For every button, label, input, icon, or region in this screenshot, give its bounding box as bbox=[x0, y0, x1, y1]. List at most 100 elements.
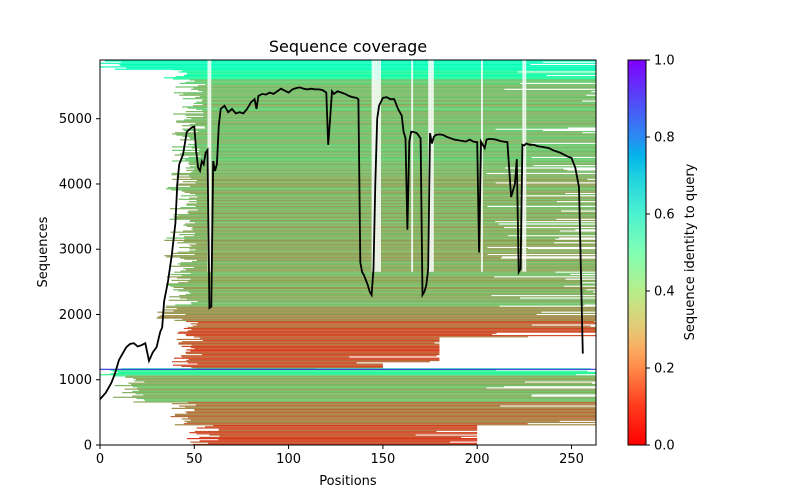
coverage-row bbox=[181, 365, 383, 367]
y-axis: 0 1000 2000 3000 4000 5000 bbox=[59, 112, 100, 454]
coverage-row bbox=[197, 300, 596, 303]
coverage-row bbox=[122, 392, 596, 394]
coverage-row bbox=[134, 380, 596, 382]
gap-column bbox=[209, 60, 212, 272]
coverage-row bbox=[184, 258, 596, 260]
coverage-row bbox=[174, 319, 596, 321]
coverage-row bbox=[187, 362, 357, 364]
coverage-row bbox=[178, 331, 596, 333]
coverage-row bbox=[183, 288, 596, 290]
coverage-row bbox=[202, 91, 592, 93]
coverage-row bbox=[190, 292, 596, 294]
coverage-row bbox=[170, 273, 571, 276]
coverage-row bbox=[167, 187, 596, 189]
coverage-row bbox=[192, 170, 596, 172]
coverage-row bbox=[178, 282, 581, 284]
x-axis: 0 50 100 150 200 250 bbox=[96, 445, 584, 467]
coverage-row bbox=[183, 423, 528, 425]
coverage-row bbox=[203, 115, 596, 117]
coverage-row bbox=[185, 114, 596, 116]
coverage-row bbox=[157, 311, 542, 313]
coverage-row bbox=[194, 253, 488, 256]
coverage-row bbox=[180, 207, 596, 209]
coverage-row bbox=[194, 222, 596, 224]
coverage-row bbox=[180, 355, 437, 357]
coverage-row bbox=[114, 385, 596, 387]
coverage-row bbox=[186, 73, 596, 75]
coverage-row bbox=[184, 238, 556, 240]
coverage-row bbox=[170, 285, 564, 287]
coverage-row bbox=[173, 216, 596, 218]
coverage-row bbox=[194, 336, 440, 338]
coverage-row bbox=[188, 212, 596, 214]
coverage-row bbox=[186, 269, 596, 271]
coverage-row bbox=[182, 341, 440, 343]
coverage-row bbox=[209, 434, 416, 436]
coverage-row bbox=[189, 221, 496, 223]
coverage-row bbox=[196, 259, 596, 261]
coverage-row bbox=[189, 244, 596, 246]
coverage-row bbox=[191, 88, 505, 90]
coverage-row bbox=[177, 332, 497, 334]
coverage-row bbox=[180, 139, 596, 141]
coverage-row bbox=[178, 290, 596, 292]
coverage-row bbox=[143, 394, 532, 396]
coverage-row bbox=[195, 249, 596, 251]
coverage-row bbox=[182, 318, 596, 320]
colorbar-ticks: 0.0 0.2 0.4 0.6 0.8 1.0 bbox=[646, 54, 675, 454]
coverage-row bbox=[186, 320, 595, 323]
coverage-row bbox=[184, 119, 596, 121]
coverage-row bbox=[135, 379, 596, 381]
coverage-row bbox=[186, 335, 596, 337]
coverage-row bbox=[181, 158, 596, 160]
coverage-row bbox=[187, 72, 596, 74]
coverage-row bbox=[157, 316, 596, 318]
coverage-row bbox=[186, 412, 596, 414]
coverage-row bbox=[193, 145, 596, 147]
coverage-row bbox=[219, 435, 478, 437]
coverage-row bbox=[171, 174, 596, 176]
coverage-row bbox=[187, 281, 596, 283]
coverage-row bbox=[218, 429, 478, 431]
coverage-row bbox=[191, 329, 596, 331]
coverage-row bbox=[189, 197, 596, 199]
coverage-row bbox=[173, 286, 596, 288]
coverage-row bbox=[196, 427, 478, 429]
coverage-row bbox=[195, 122, 596, 124]
coverage-row bbox=[179, 297, 520, 299]
coverage-row bbox=[178, 183, 596, 185]
coverage-row bbox=[202, 104, 596, 106]
coverage-row bbox=[187, 211, 596, 213]
coverage-line bbox=[100, 86, 584, 400]
coverage-row bbox=[193, 235, 508, 237]
coverage-row bbox=[198, 85, 596, 87]
coverage-row bbox=[192, 226, 505, 229]
coverage-row bbox=[195, 165, 534, 167]
coverage-row bbox=[183, 93, 596, 95]
coverage-row bbox=[100, 62, 596, 64]
coverage-row bbox=[202, 99, 596, 101]
coverage-row bbox=[174, 424, 596, 426]
coverage-row bbox=[196, 433, 478, 435]
x-tick-label: 200 bbox=[465, 452, 490, 467]
coverage-row bbox=[181, 418, 596, 420]
coverage-row bbox=[166, 256, 503, 258]
coverage-row bbox=[196, 179, 596, 182]
coverage-row bbox=[169, 218, 557, 220]
coverage-row bbox=[189, 175, 596, 177]
coverage-row bbox=[185, 293, 596, 296]
coverage-row bbox=[196, 108, 596, 110]
coverage-row bbox=[171, 407, 596, 409]
coverage-row bbox=[187, 107, 596, 109]
coverage-row bbox=[197, 209, 596, 211]
coverage-row bbox=[182, 135, 596, 137]
coverage-row bbox=[185, 314, 537, 316]
coverage-row bbox=[119, 63, 531, 66]
y-tick-label: 4000 bbox=[59, 177, 92, 192]
coverage-row bbox=[176, 134, 596, 136]
coverage-row bbox=[181, 190, 596, 192]
colorbar-tick-label: 0.0 bbox=[654, 439, 675, 454]
coverage-row bbox=[187, 326, 596, 328]
coverage-row bbox=[104, 60, 596, 62]
coverage-row bbox=[189, 250, 596, 252]
